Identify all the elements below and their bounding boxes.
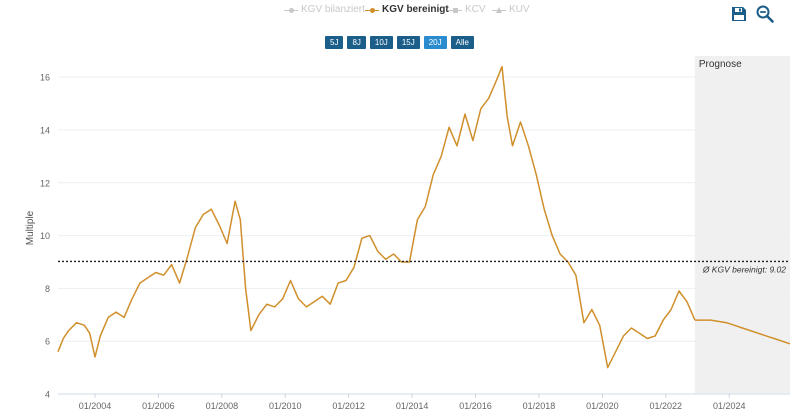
- legend-label: KGV bilanziert: [301, 4, 365, 15]
- series-line-prognose: [694, 319, 791, 345]
- legend-circle-icon: [284, 5, 298, 15]
- legend-label: KGV bereinigt: [382, 4, 449, 15]
- legend-item-kgv-bilanziert[interactable]: KGV bilanziert: [284, 4, 365, 15]
- x-tick-label: 01/2020: [586, 401, 619, 411]
- x-tick-label: 01/2004: [79, 401, 112, 411]
- series-line-kgv-bereinigt: [57, 65, 696, 369]
- y-tick-label: 16: [40, 73, 50, 83]
- legend-circle-icon: [365, 5, 379, 15]
- y-tick-label: 12: [40, 178, 50, 188]
- x-tick-label: 01/2018: [523, 401, 556, 411]
- save-icon[interactable]: [728, 3, 750, 25]
- legend-label: KUV: [509, 4, 530, 15]
- x-tick-label: 01/2006: [142, 401, 175, 411]
- y-tick-label: 10: [40, 231, 50, 241]
- range-button-15j[interactable]: 15J: [396, 36, 420, 49]
- x-tick-label: 01/2022: [650, 401, 683, 411]
- legend-triangle-icon: [492, 5, 506, 15]
- range-button-8j[interactable]: 8J: [347, 36, 366, 49]
- y-tick-label: 14: [40, 125, 50, 135]
- range-button-alle[interactable]: Alle: [450, 36, 474, 49]
- legend-item-kcv[interactable]: KCV: [448, 4, 486, 15]
- x-tick-label: 01/2014: [396, 401, 429, 411]
- legend-label: KCV: [465, 4, 486, 15]
- x-tick-label: 01/2008: [206, 401, 239, 411]
- x-tick-label: 01/2024: [713, 401, 746, 411]
- forecast-region: [694, 56, 790, 394]
- legend-item-kgv-bereinigt[interactable]: KGV bereinigt: [365, 4, 449, 15]
- range-selector: 5J 8J 10J 15J 20J Alle: [325, 36, 474, 49]
- y-tick-label: 8: [45, 284, 50, 294]
- y-tick-label: 4: [45, 390, 50, 400]
- chart-toolbar: [728, 3, 776, 25]
- x-tick-label: 01/2012: [332, 401, 365, 411]
- y-axis-label: Multiple: [25, 210, 36, 245]
- y-tick-label: 6: [45, 337, 50, 347]
- legend-item-kuv[interactable]: KUV: [492, 4, 530, 15]
- x-tick-label: 01/2016: [459, 401, 492, 411]
- zoom-out-icon[interactable]: [754, 3, 776, 25]
- range-button-5j[interactable]: 5J: [325, 36, 344, 49]
- average-label: Ø KGV bereinigt: 9.02: [702, 264, 786, 274]
- forecast-label: Prognose: [699, 59, 742, 70]
- x-tick-label: 01/2010: [269, 401, 302, 411]
- legend-square-icon: [448, 5, 462, 15]
- range-button-20j[interactable]: 20J: [423, 36, 447, 49]
- chart-legend: KGV bilanziert KGV bereinigt KCV KUV: [0, 4, 800, 18]
- range-button-10j[interactable]: 10J: [369, 36, 393, 49]
